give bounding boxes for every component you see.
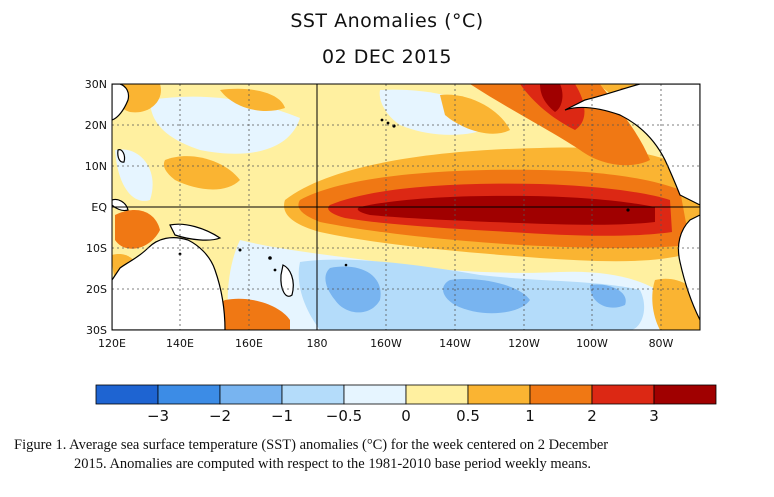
colorbar-label: −1 (271, 407, 293, 425)
lat-label: EQ (91, 201, 107, 214)
lat-label: 30N (85, 78, 107, 91)
colorbar-swatch (591, 384, 655, 405)
colorbar-label: 0 (401, 407, 411, 425)
map-plot-area (112, 84, 700, 330)
colorbar-label: 0.5 (456, 407, 480, 425)
colorbar-swatch (95, 384, 159, 405)
colorbar-label: 1 (525, 407, 535, 425)
colorbar-swatch (343, 384, 407, 405)
lon-label: 140E (166, 337, 194, 350)
map-date: 02 DEC 2015 (321, 46, 452, 68)
lon-label: 160E (235, 337, 263, 350)
figure-caption: Figure 1. Average sea surface temperatur… (14, 436, 766, 474)
map-grid (112, 84, 700, 330)
colorbar-swatch (405, 384, 469, 405)
central-america-landmass (564, 84, 700, 206)
map-frame (111, 83, 701, 331)
lon-label: 160W (370, 337, 402, 350)
lat-labels: 30N 20N 10N EQ 10S 20S 30S (85, 78, 108, 337)
map-title: SST Anomalies (°C) (290, 10, 484, 32)
land-masses (112, 84, 700, 330)
colorbar-label: −2 (209, 407, 231, 425)
colorbar-swatch (653, 384, 717, 405)
colorbar (95, 384, 717, 405)
colorbar-swatch (219, 384, 283, 405)
asia-coast-landmass (112, 84, 130, 121)
colorbar-labels: −3 −2 −1 −0.5 0 0.5 1 2 3 (147, 407, 659, 425)
lon-label: 140W (439, 337, 471, 350)
lon-label: 120E (98, 337, 126, 350)
colorbar-label: 3 (649, 407, 659, 425)
caption-line-1: Figure 1. Average sea surface temperatur… (14, 437, 609, 453)
colorbar-swatch (281, 384, 345, 405)
lat-label: 30S (86, 324, 107, 337)
new-zealand-landmass (280, 264, 294, 297)
lon-label: 100W (576, 337, 608, 350)
sst-map-figure: 30N 20N 10N EQ 10S 20S 30S 120E 140E 160… (85, 78, 717, 425)
lat-label: 10S (86, 242, 107, 255)
south-america-landmass (677, 214, 700, 321)
colorbar-swatch (467, 384, 531, 405)
caption-line-2: 2015. Anomalies are computed with respec… (74, 456, 592, 472)
lat-label: 20N (85, 119, 107, 132)
colorbar-label: −0.5 (326, 407, 362, 425)
new-guinea-landmass (169, 223, 222, 241)
lon-label: 120W (508, 337, 540, 350)
colorbar-swatch (157, 384, 221, 405)
colorbar-swatch (529, 384, 593, 405)
lat-label: 10N (85, 160, 107, 173)
islands (178, 118, 630, 272)
lat-label: 20S (86, 283, 107, 296)
colorbar-label: 2 (587, 407, 597, 425)
colorbar-label: −3 (147, 407, 169, 425)
lon-label: 80W (649, 337, 674, 350)
australia-landmass (112, 237, 226, 330)
lon-label: 180 (307, 337, 328, 350)
philippines-landmass (117, 149, 126, 163)
lon-labels: 120E 140E 160E 180 160W 140W 120W 100W 8… (98, 337, 674, 350)
